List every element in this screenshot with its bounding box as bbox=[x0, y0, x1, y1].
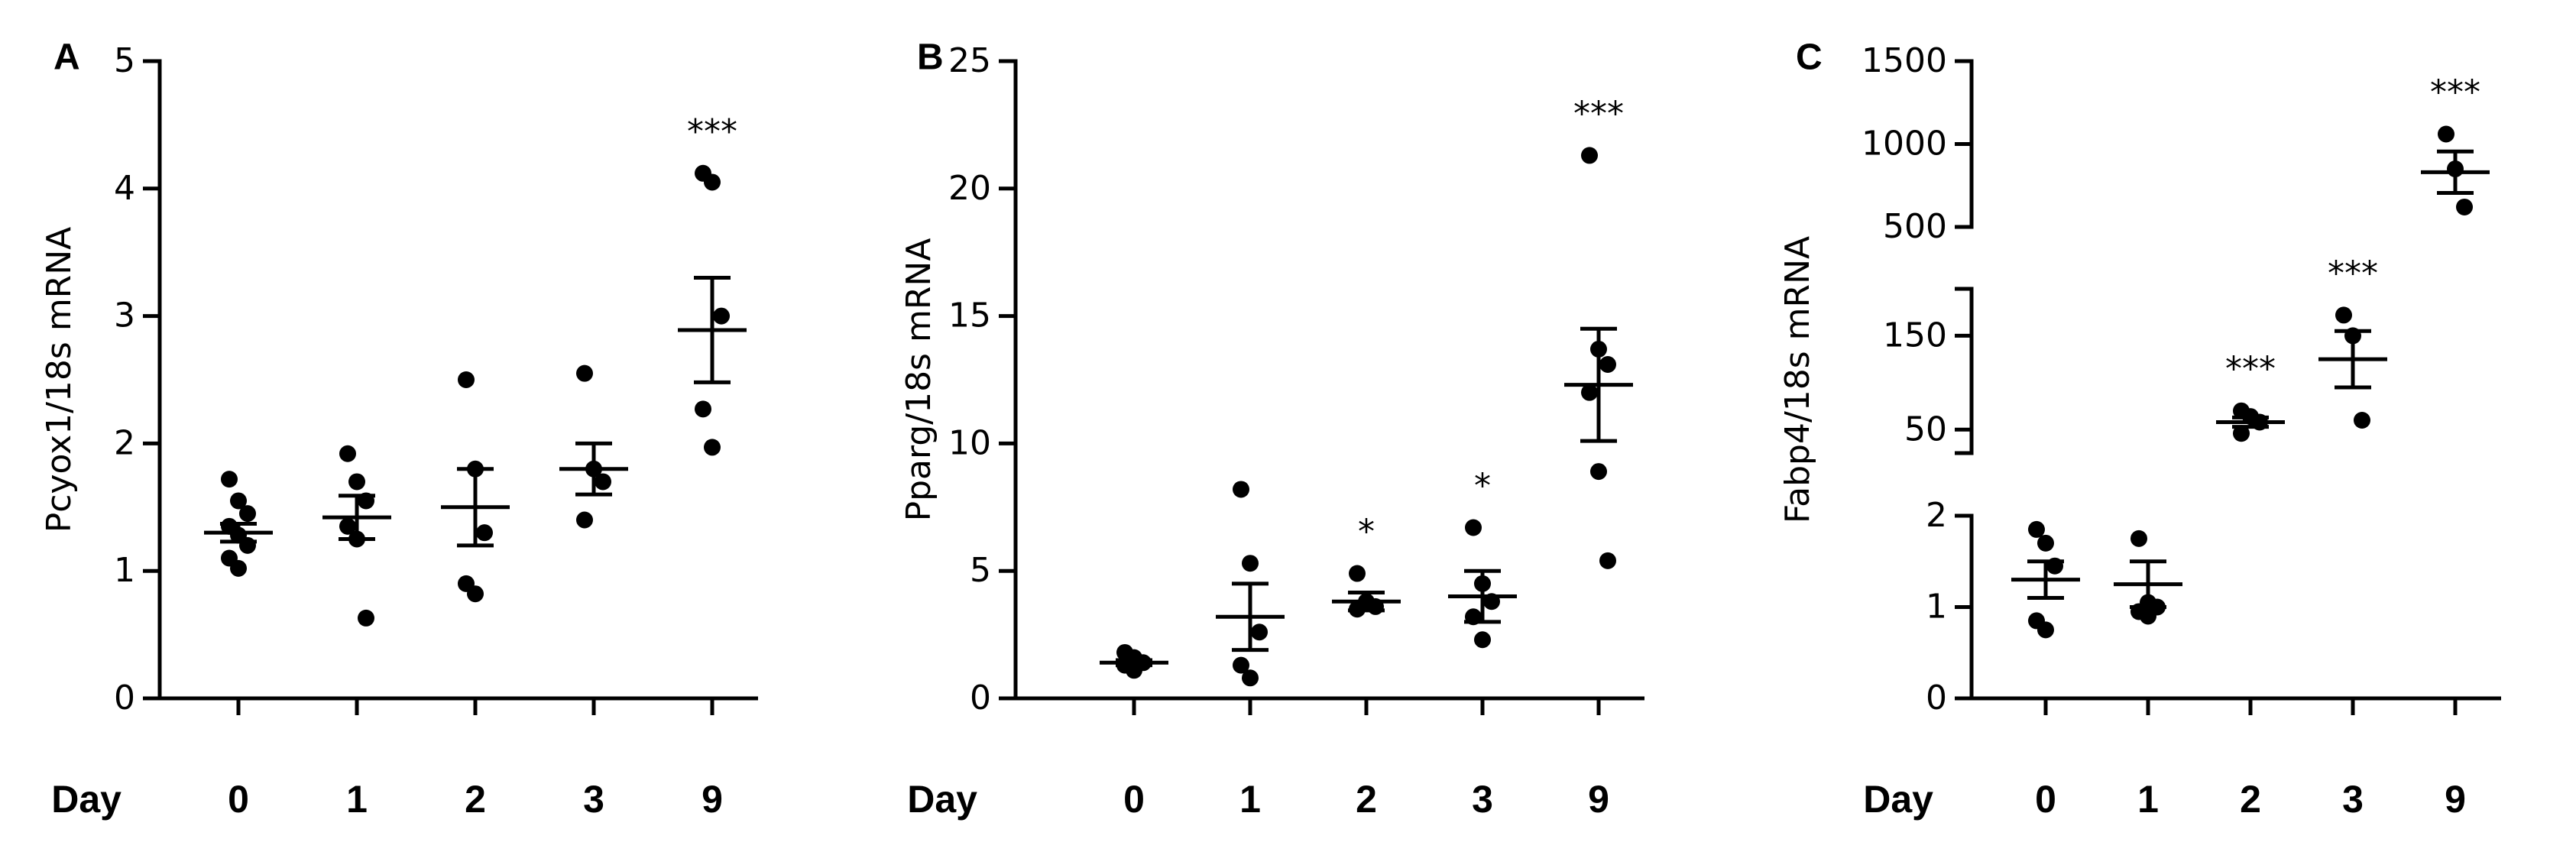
data-point bbox=[458, 371, 475, 388]
data-point bbox=[2037, 534, 2054, 552]
y-tick-label: 4 bbox=[114, 169, 135, 208]
x-tick-label: 3 bbox=[583, 778, 604, 821]
data-point bbox=[239, 505, 256, 523]
x-tick-label: 9 bbox=[2445, 778, 2466, 821]
x-tick-label: 1 bbox=[2137, 778, 2159, 821]
x-tick-label: 3 bbox=[1472, 778, 1493, 821]
data-point bbox=[348, 473, 365, 491]
data-point bbox=[358, 609, 374, 627]
significance: *** bbox=[2328, 254, 2378, 293]
y-tick-label: 3 bbox=[114, 296, 135, 335]
y-tick-label: 0 bbox=[1926, 678, 1947, 717]
y-tick-label: 0 bbox=[114, 678, 135, 717]
data-point bbox=[221, 471, 238, 488]
x-tick-label: 0 bbox=[2035, 778, 2056, 821]
data-point bbox=[467, 585, 484, 603]
y-tick-label: 15 bbox=[948, 296, 991, 335]
data-point bbox=[1590, 463, 1607, 481]
data-point bbox=[476, 524, 493, 542]
y-tick-label: 2 bbox=[1926, 496, 1947, 535]
x-axis-label: Day bbox=[51, 778, 122, 821]
x-tick-label: 9 bbox=[1588, 778, 1609, 821]
significance: * bbox=[1358, 513, 1375, 552]
x-tick-label: 9 bbox=[702, 778, 723, 821]
y-tick-label: 1 bbox=[1926, 588, 1947, 627]
data-point bbox=[595, 473, 611, 491]
y-tick-label: 5 bbox=[970, 551, 991, 590]
data-point bbox=[339, 517, 356, 535]
y-tick-label: 1500 bbox=[1862, 41, 1947, 80]
data-point bbox=[576, 364, 593, 382]
y-tick-label: 5 bbox=[114, 41, 135, 80]
significance: *** bbox=[687, 112, 737, 151]
data-point bbox=[2456, 198, 2473, 215]
significance: *** bbox=[1573, 94, 1624, 133]
data-point bbox=[2140, 607, 2156, 625]
data-point bbox=[1349, 565, 1366, 582]
data-point bbox=[2037, 621, 2054, 639]
x-tick-label: 0 bbox=[228, 778, 249, 821]
y-tick-label: 50 bbox=[1904, 410, 1947, 449]
data-point bbox=[230, 559, 247, 577]
data-point bbox=[1599, 355, 1616, 373]
data-point bbox=[339, 445, 356, 462]
y-tick-label: 20 bbox=[948, 169, 991, 208]
y-tick-label: 150 bbox=[1883, 316, 1947, 355]
data-point bbox=[2438, 125, 2454, 143]
y-tick-label: 25 bbox=[948, 41, 991, 80]
y-tick-label: 2 bbox=[114, 423, 135, 462]
data-point bbox=[1242, 669, 1259, 687]
panel-label: A bbox=[53, 37, 80, 78]
data-point bbox=[713, 307, 730, 325]
y-axis-label: Pparg/18s mRNA bbox=[899, 238, 938, 522]
data-point bbox=[2028, 520, 2045, 538]
x-tick-label: 1 bbox=[346, 778, 368, 821]
y-tick-label: 0 bbox=[970, 678, 991, 717]
data-point bbox=[1581, 384, 1598, 401]
x-tick-label: 3 bbox=[2342, 778, 2364, 821]
data-point bbox=[1233, 481, 1249, 498]
x-tick-label: 1 bbox=[1239, 778, 1261, 821]
data-point bbox=[1581, 147, 1598, 164]
significance: * bbox=[1474, 466, 1491, 505]
data-point bbox=[239, 536, 256, 554]
significance: *** bbox=[2430, 73, 2480, 112]
significance: *** bbox=[2225, 350, 2276, 389]
data-point bbox=[230, 492, 247, 510]
data-point bbox=[576, 511, 593, 529]
y-tick-label: 1000 bbox=[1862, 125, 1947, 164]
data-point bbox=[2354, 412, 2370, 429]
x-axis-label: Day bbox=[907, 778, 977, 821]
data-point bbox=[695, 400, 711, 418]
panel-label: C bbox=[1796, 37, 1823, 78]
y-tick-label: 10 bbox=[948, 423, 991, 462]
data-point bbox=[1465, 519, 1482, 536]
data-point bbox=[1251, 623, 1268, 641]
y-tick-label: 500 bbox=[1883, 207, 1947, 246]
x-tick-label: 2 bbox=[1356, 778, 1377, 821]
data-point bbox=[2335, 306, 2352, 324]
data-point bbox=[1474, 631, 1491, 649]
data-point bbox=[1242, 555, 1259, 572]
y-tick-label: 1 bbox=[114, 551, 135, 590]
x-tick-label: 2 bbox=[2240, 778, 2261, 821]
y-axis-label: Fabp4/18s mRNA bbox=[1778, 236, 1817, 523]
data-point bbox=[1599, 552, 1616, 569]
y-axis-label: Pcyox1/18s mRNA bbox=[40, 227, 79, 533]
data-point bbox=[704, 173, 721, 191]
data-point bbox=[1233, 656, 1249, 674]
x-tick-label: 2 bbox=[465, 778, 486, 821]
x-axis-label: Day bbox=[1863, 778, 1933, 821]
x-tick-label: 0 bbox=[1123, 778, 1145, 821]
data-point bbox=[2233, 425, 2250, 442]
data-point bbox=[2130, 530, 2147, 547]
panel-label: B bbox=[917, 37, 944, 78]
data-point bbox=[704, 439, 721, 456]
